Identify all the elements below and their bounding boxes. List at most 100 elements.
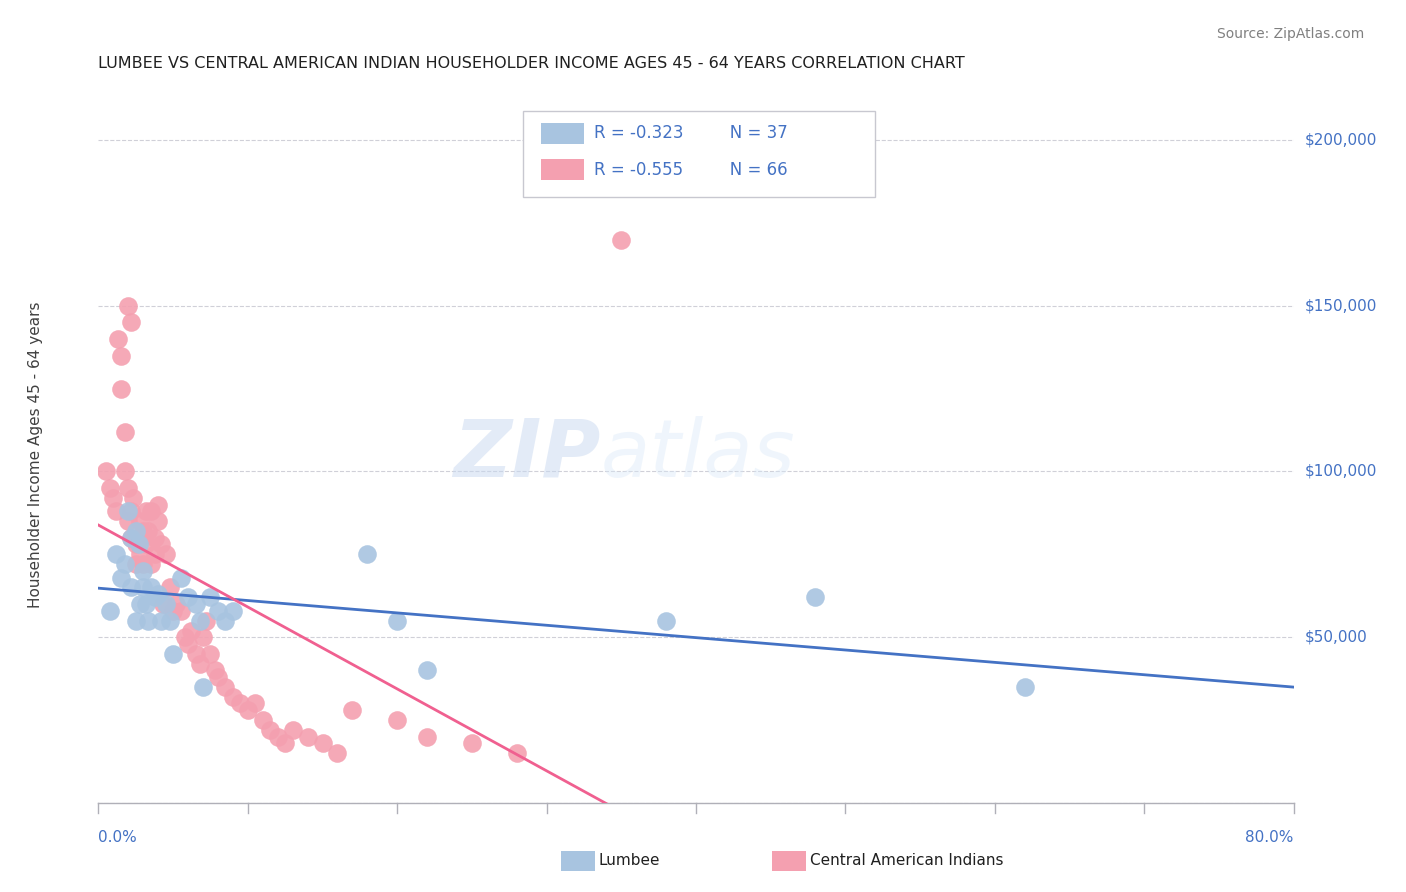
- Point: [120, 531, 142, 545]
- Point: [125, 558, 148, 572]
- Point: [162, 647, 184, 661]
- Point: [135, 537, 157, 551]
- Text: Source: ZipAtlas.com: Source: ZipAtlas.com: [1216, 27, 1364, 41]
- Text: N = 37: N = 37: [714, 125, 787, 143]
- Text: R = -0.555: R = -0.555: [595, 161, 683, 178]
- Text: Householder Income Ages 45 - 64 years: Householder Income Ages 45 - 64 years: [28, 301, 42, 608]
- Point: [222, 604, 245, 618]
- Point: [120, 581, 142, 595]
- Text: N = 66: N = 66: [714, 161, 787, 178]
- Point: [148, 587, 170, 601]
- Point: [120, 504, 142, 518]
- Point: [356, 547, 378, 561]
- Point: [194, 614, 218, 628]
- Point: [191, 680, 214, 694]
- Point: [128, 531, 150, 545]
- Point: [342, 703, 364, 717]
- Point: [155, 547, 177, 561]
- Point: [267, 730, 290, 744]
- Point: [129, 547, 152, 561]
- Point: [143, 591, 166, 605]
- Point: [117, 504, 139, 518]
- Point: [214, 614, 236, 628]
- Point: [165, 597, 187, 611]
- Point: [162, 604, 184, 618]
- FancyBboxPatch shape: [540, 123, 583, 144]
- Point: [188, 657, 211, 671]
- Point: [139, 558, 162, 572]
- Point: [169, 570, 191, 584]
- Text: 80.0%: 80.0%: [1246, 830, 1294, 845]
- Text: $150,000: $150,000: [1305, 298, 1376, 313]
- Point: [281, 723, 304, 737]
- Point: [110, 382, 132, 396]
- Point: [98, 604, 122, 618]
- Point: [169, 604, 191, 618]
- Point: [311, 736, 333, 750]
- Point: [148, 514, 170, 528]
- Point: [804, 591, 827, 605]
- Point: [110, 570, 132, 584]
- Text: LUMBEE VS CENTRAL AMERICAN INDIAN HOUSEHOLDER INCOME AGES 45 - 64 YEARS CORRELAT: LUMBEE VS CENTRAL AMERICAN INDIAN HOUSEH…: [98, 56, 965, 71]
- Text: $200,000: $200,000: [1305, 133, 1376, 148]
- Point: [125, 614, 148, 628]
- FancyBboxPatch shape: [523, 111, 875, 197]
- Point: [236, 703, 259, 717]
- Point: [105, 547, 128, 561]
- Point: [200, 647, 222, 661]
- Point: [222, 690, 245, 704]
- Point: [110, 349, 132, 363]
- Point: [297, 730, 319, 744]
- Point: [188, 614, 211, 628]
- Text: R = -0.323: R = -0.323: [595, 125, 683, 143]
- Point: [252, 713, 274, 727]
- Point: [128, 537, 150, 551]
- Point: [129, 597, 152, 611]
- Point: [200, 591, 222, 605]
- Point: [159, 581, 181, 595]
- Point: [94, 465, 117, 479]
- Point: [98, 481, 122, 495]
- Point: [117, 299, 139, 313]
- Point: [207, 670, 229, 684]
- Point: [114, 425, 136, 439]
- Point: [132, 524, 155, 538]
- Point: [125, 537, 148, 551]
- Text: Central American Indians: Central American Indians: [810, 854, 1004, 868]
- Point: [132, 581, 155, 595]
- FancyBboxPatch shape: [540, 159, 583, 180]
- Point: [204, 663, 226, 677]
- Text: ZIP: ZIP: [453, 416, 600, 494]
- Point: [184, 647, 207, 661]
- Point: [152, 597, 174, 611]
- Point: [117, 481, 139, 495]
- Text: Lumbee: Lumbee: [599, 854, 661, 868]
- Point: [461, 736, 484, 750]
- Point: [120, 315, 142, 329]
- Point: [129, 514, 152, 528]
- Point: [148, 498, 170, 512]
- Point: [125, 524, 148, 538]
- Point: [120, 531, 142, 545]
- Point: [214, 680, 236, 694]
- Point: [177, 637, 200, 651]
- Point: [155, 597, 177, 611]
- Point: [416, 663, 439, 677]
- Point: [121, 491, 143, 505]
- Text: $100,000: $100,000: [1305, 464, 1376, 479]
- Point: [191, 630, 214, 644]
- Point: [177, 591, 200, 605]
- Point: [207, 604, 229, 618]
- Point: [136, 524, 159, 538]
- Point: [326, 746, 349, 760]
- Point: [143, 531, 166, 545]
- Point: [135, 597, 157, 611]
- Point: [103, 491, 125, 505]
- Point: [385, 713, 409, 727]
- Point: [143, 547, 166, 561]
- Point: [159, 614, 181, 628]
- Text: 0.0%: 0.0%: [98, 830, 138, 845]
- Point: [259, 723, 281, 737]
- Point: [114, 465, 136, 479]
- Point: [245, 697, 267, 711]
